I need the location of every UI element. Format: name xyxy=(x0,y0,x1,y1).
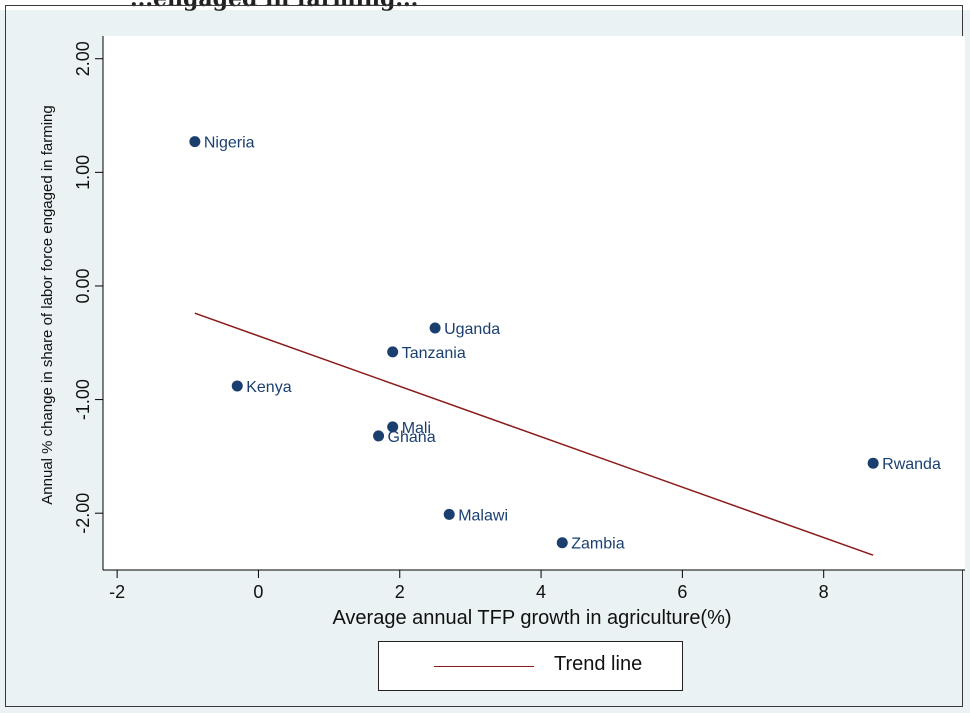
legend-entry-trend-line: Trend line xyxy=(554,653,643,675)
point-rwanda xyxy=(867,457,879,469)
point-malawi xyxy=(443,508,455,520)
y-tick-label: 2.00 xyxy=(73,41,93,76)
point-nigeria xyxy=(189,136,201,148)
point-label-tanzania: Tanzania xyxy=(402,345,466,362)
y-tick-label: 1.00 xyxy=(73,155,93,190)
x-tick-label: 8 xyxy=(819,582,829,602)
point-label-rwanda: Rwanda xyxy=(882,456,941,473)
point-label-malawi: Malawi xyxy=(458,507,508,524)
point-zambia xyxy=(556,537,568,549)
point-label-mali: Mali xyxy=(402,420,431,437)
point-label-kenya: Kenya xyxy=(246,379,291,396)
x-tick-label: 2 xyxy=(395,582,405,602)
x-tick-label: -2 xyxy=(109,582,125,602)
plot-area xyxy=(103,36,965,570)
x-axis-title: Average annual TFP growth in agriculture… xyxy=(332,607,731,629)
point-ghana xyxy=(373,430,385,442)
header-fragment: ...engaged in farming... xyxy=(130,0,418,12)
point-uganda xyxy=(429,322,441,334)
legend: Trend line xyxy=(378,641,683,691)
y-tick-label: 0.00 xyxy=(73,268,93,303)
trend-line xyxy=(194,312,874,556)
y-ticks: 2.00 1.00 0.00 -1.00 -2.00 xyxy=(73,41,103,534)
x-tick-label: 0 xyxy=(253,582,263,602)
point-kenya xyxy=(231,380,243,392)
point-tanzania xyxy=(387,346,399,358)
x-ticks: -2 0 2 4 6 8 xyxy=(109,570,829,602)
point-label-uganda: Uganda xyxy=(444,321,500,338)
point-label-ghana: Ghana xyxy=(388,429,436,446)
y-tick-label: -2.00 xyxy=(73,493,93,534)
point-label-nigeria: Nigeria xyxy=(204,135,255,152)
x-tick-label: 4 xyxy=(536,582,546,602)
y-axis-title: Annual % change in share of labor force … xyxy=(39,105,56,504)
legend-trend-line-swatch xyxy=(434,666,534,667)
point-mali xyxy=(387,421,399,433)
x-tick-label: 6 xyxy=(677,582,687,602)
point-label-zambia: Zambia xyxy=(571,536,624,553)
y-tick-label: -1.00 xyxy=(73,379,93,420)
